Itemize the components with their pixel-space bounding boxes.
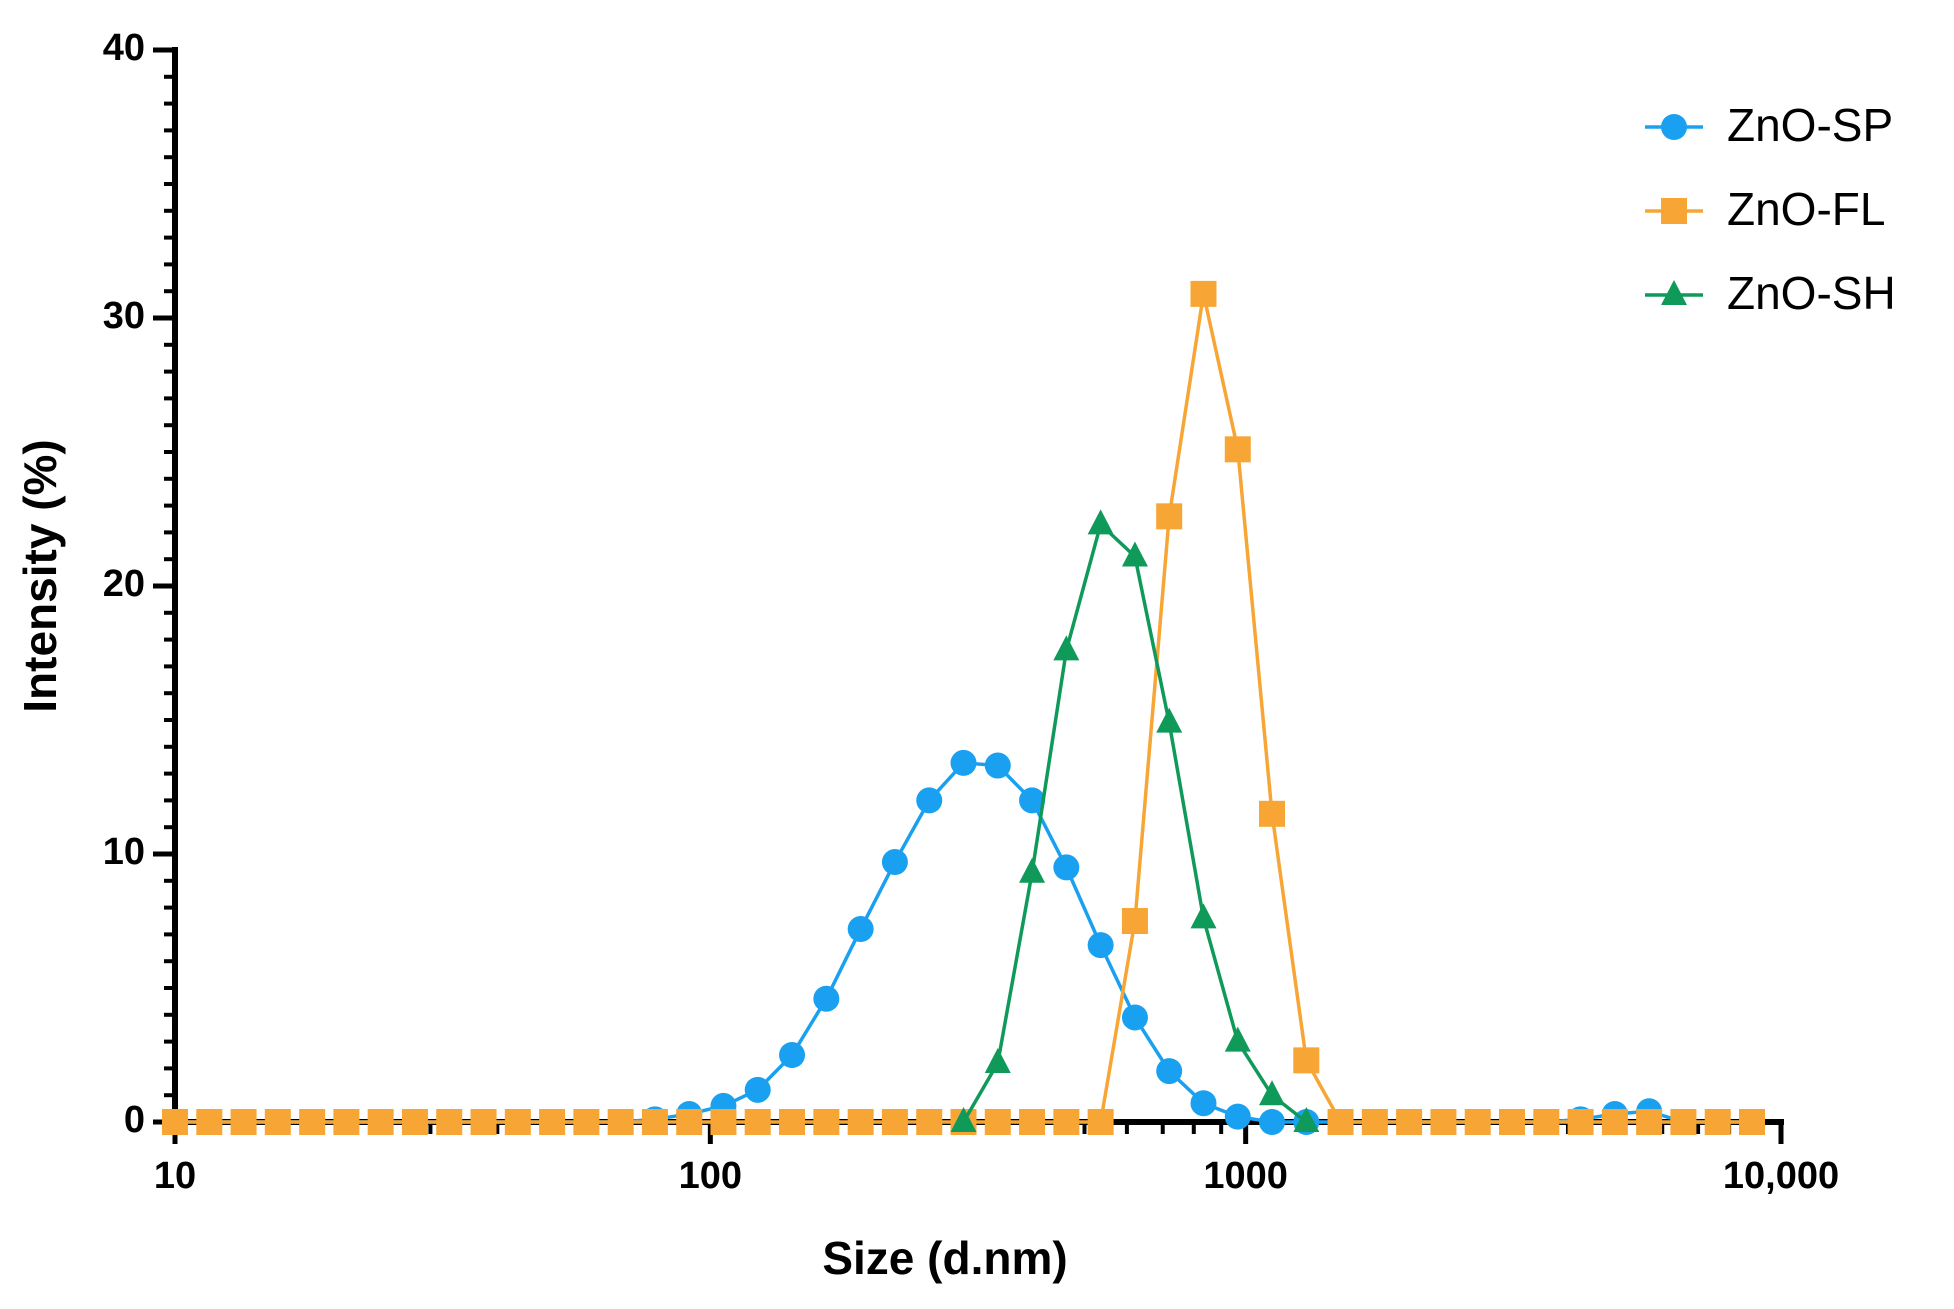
y-tick-label: 0: [124, 1099, 145, 1141]
data-point: [1293, 1047, 1320, 1074]
data-point: [1567, 1109, 1594, 1135]
data-point: [881, 1109, 908, 1135]
data-point: [1224, 1103, 1251, 1130]
x-axis-title: Size (d.nm): [822, 1232, 1067, 1284]
x-tick-label: 10,000: [1723, 1155, 1839, 1197]
data-point: [950, 749, 977, 776]
data-point: [847, 916, 874, 943]
series-line: [175, 293, 1752, 1124]
data-point: [641, 1109, 668, 1135]
data-point: [1738, 1109, 1765, 1135]
data-point: [1053, 1109, 1080, 1135]
data-point: [984, 752, 1011, 779]
data-point: [1259, 1109, 1286, 1135]
data-point: [1259, 800, 1286, 827]
y-tick-label: 40: [103, 27, 145, 69]
data-point: [950, 1107, 977, 1132]
data-point: [813, 1109, 840, 1135]
data-point: [1396, 1109, 1423, 1135]
y-tick-label: 20: [103, 563, 145, 605]
data-point: [744, 1109, 771, 1135]
data-point: [1156, 707, 1183, 733]
data-point: [1224, 436, 1251, 463]
data-point: [401, 1109, 428, 1135]
data-point: [710, 1109, 737, 1135]
data-point: [847, 1109, 874, 1135]
data-point: [1053, 635, 1080, 661]
x-tick-label: 100: [679, 1155, 742, 1197]
data-point: [984, 1109, 1011, 1135]
data-point: [1190, 903, 1217, 929]
data-point: [1190, 280, 1217, 307]
data-point: [1498, 1109, 1525, 1135]
data-point: [779, 1109, 806, 1135]
data-point: [1019, 857, 1046, 883]
data-point: [813, 985, 840, 1012]
series-line: [175, 761, 1752, 1124]
data-point: [1636, 1109, 1663, 1135]
data-point: [1327, 1109, 1354, 1135]
data-point: [1293, 1107, 1320, 1132]
data-point: [1156, 1058, 1183, 1085]
data-point: [607, 1109, 634, 1135]
data-point: [1224, 1026, 1251, 1052]
legend-marker: [1661, 114, 1687, 140]
data-point: [1121, 1004, 1148, 1031]
data-point: [539, 1109, 566, 1135]
data-point: [162, 1109, 188, 1135]
legend-label: ZnO-SH: [1727, 267, 1896, 319]
data-point: [230, 1109, 257, 1135]
data-point: [470, 1109, 497, 1135]
data-point: [1121, 541, 1148, 567]
data-point: [1190, 1090, 1217, 1117]
data-point: [1704, 1109, 1731, 1135]
data-point: [916, 1109, 943, 1135]
data-point: [573, 1109, 600, 1135]
data-point: [1156, 503, 1183, 530]
x-tick-label: 1000: [1203, 1155, 1288, 1197]
data-point: [881, 849, 908, 876]
legend-marker: [1661, 280, 1687, 305]
legend-label: ZnO-SP: [1727, 99, 1893, 151]
data-point: [1019, 1109, 1046, 1135]
data-point: [1121, 908, 1148, 934]
data-point: [1601, 1109, 1628, 1135]
data-point: [1670, 1109, 1697, 1135]
data-point: [1259, 1080, 1286, 1106]
data-point: [1019, 787, 1046, 814]
data-point: [504, 1109, 531, 1135]
data-point: [436, 1109, 463, 1135]
data-point: [264, 1109, 291, 1135]
data-point: [744, 1076, 771, 1103]
data-point: [1087, 509, 1114, 535]
data-point: [1464, 1109, 1491, 1135]
legend-label: ZnO-FL: [1727, 183, 1885, 235]
data-point: [1533, 1109, 1560, 1135]
data-point: [779, 1042, 806, 1068]
y-tick-label: 30: [103, 295, 145, 337]
data-point: [676, 1109, 703, 1135]
x-tick-label: 10: [154, 1155, 196, 1197]
data-point: [333, 1109, 360, 1135]
legend-marker: [1661, 198, 1687, 224]
data-point: [1053, 854, 1080, 881]
data-point: [1361, 1109, 1388, 1135]
data-point: [916, 787, 943, 814]
data-point: [196, 1109, 223, 1135]
data-point: [1087, 932, 1114, 959]
data-point: [367, 1109, 394, 1135]
data-point: [1087, 1109, 1114, 1135]
data-point: [984, 1048, 1011, 1074]
data-point: [1430, 1109, 1457, 1135]
y-axis-title: Intensity (%): [14, 439, 66, 712]
y-tick-label: 10: [103, 831, 145, 873]
data-point: [299, 1109, 326, 1135]
